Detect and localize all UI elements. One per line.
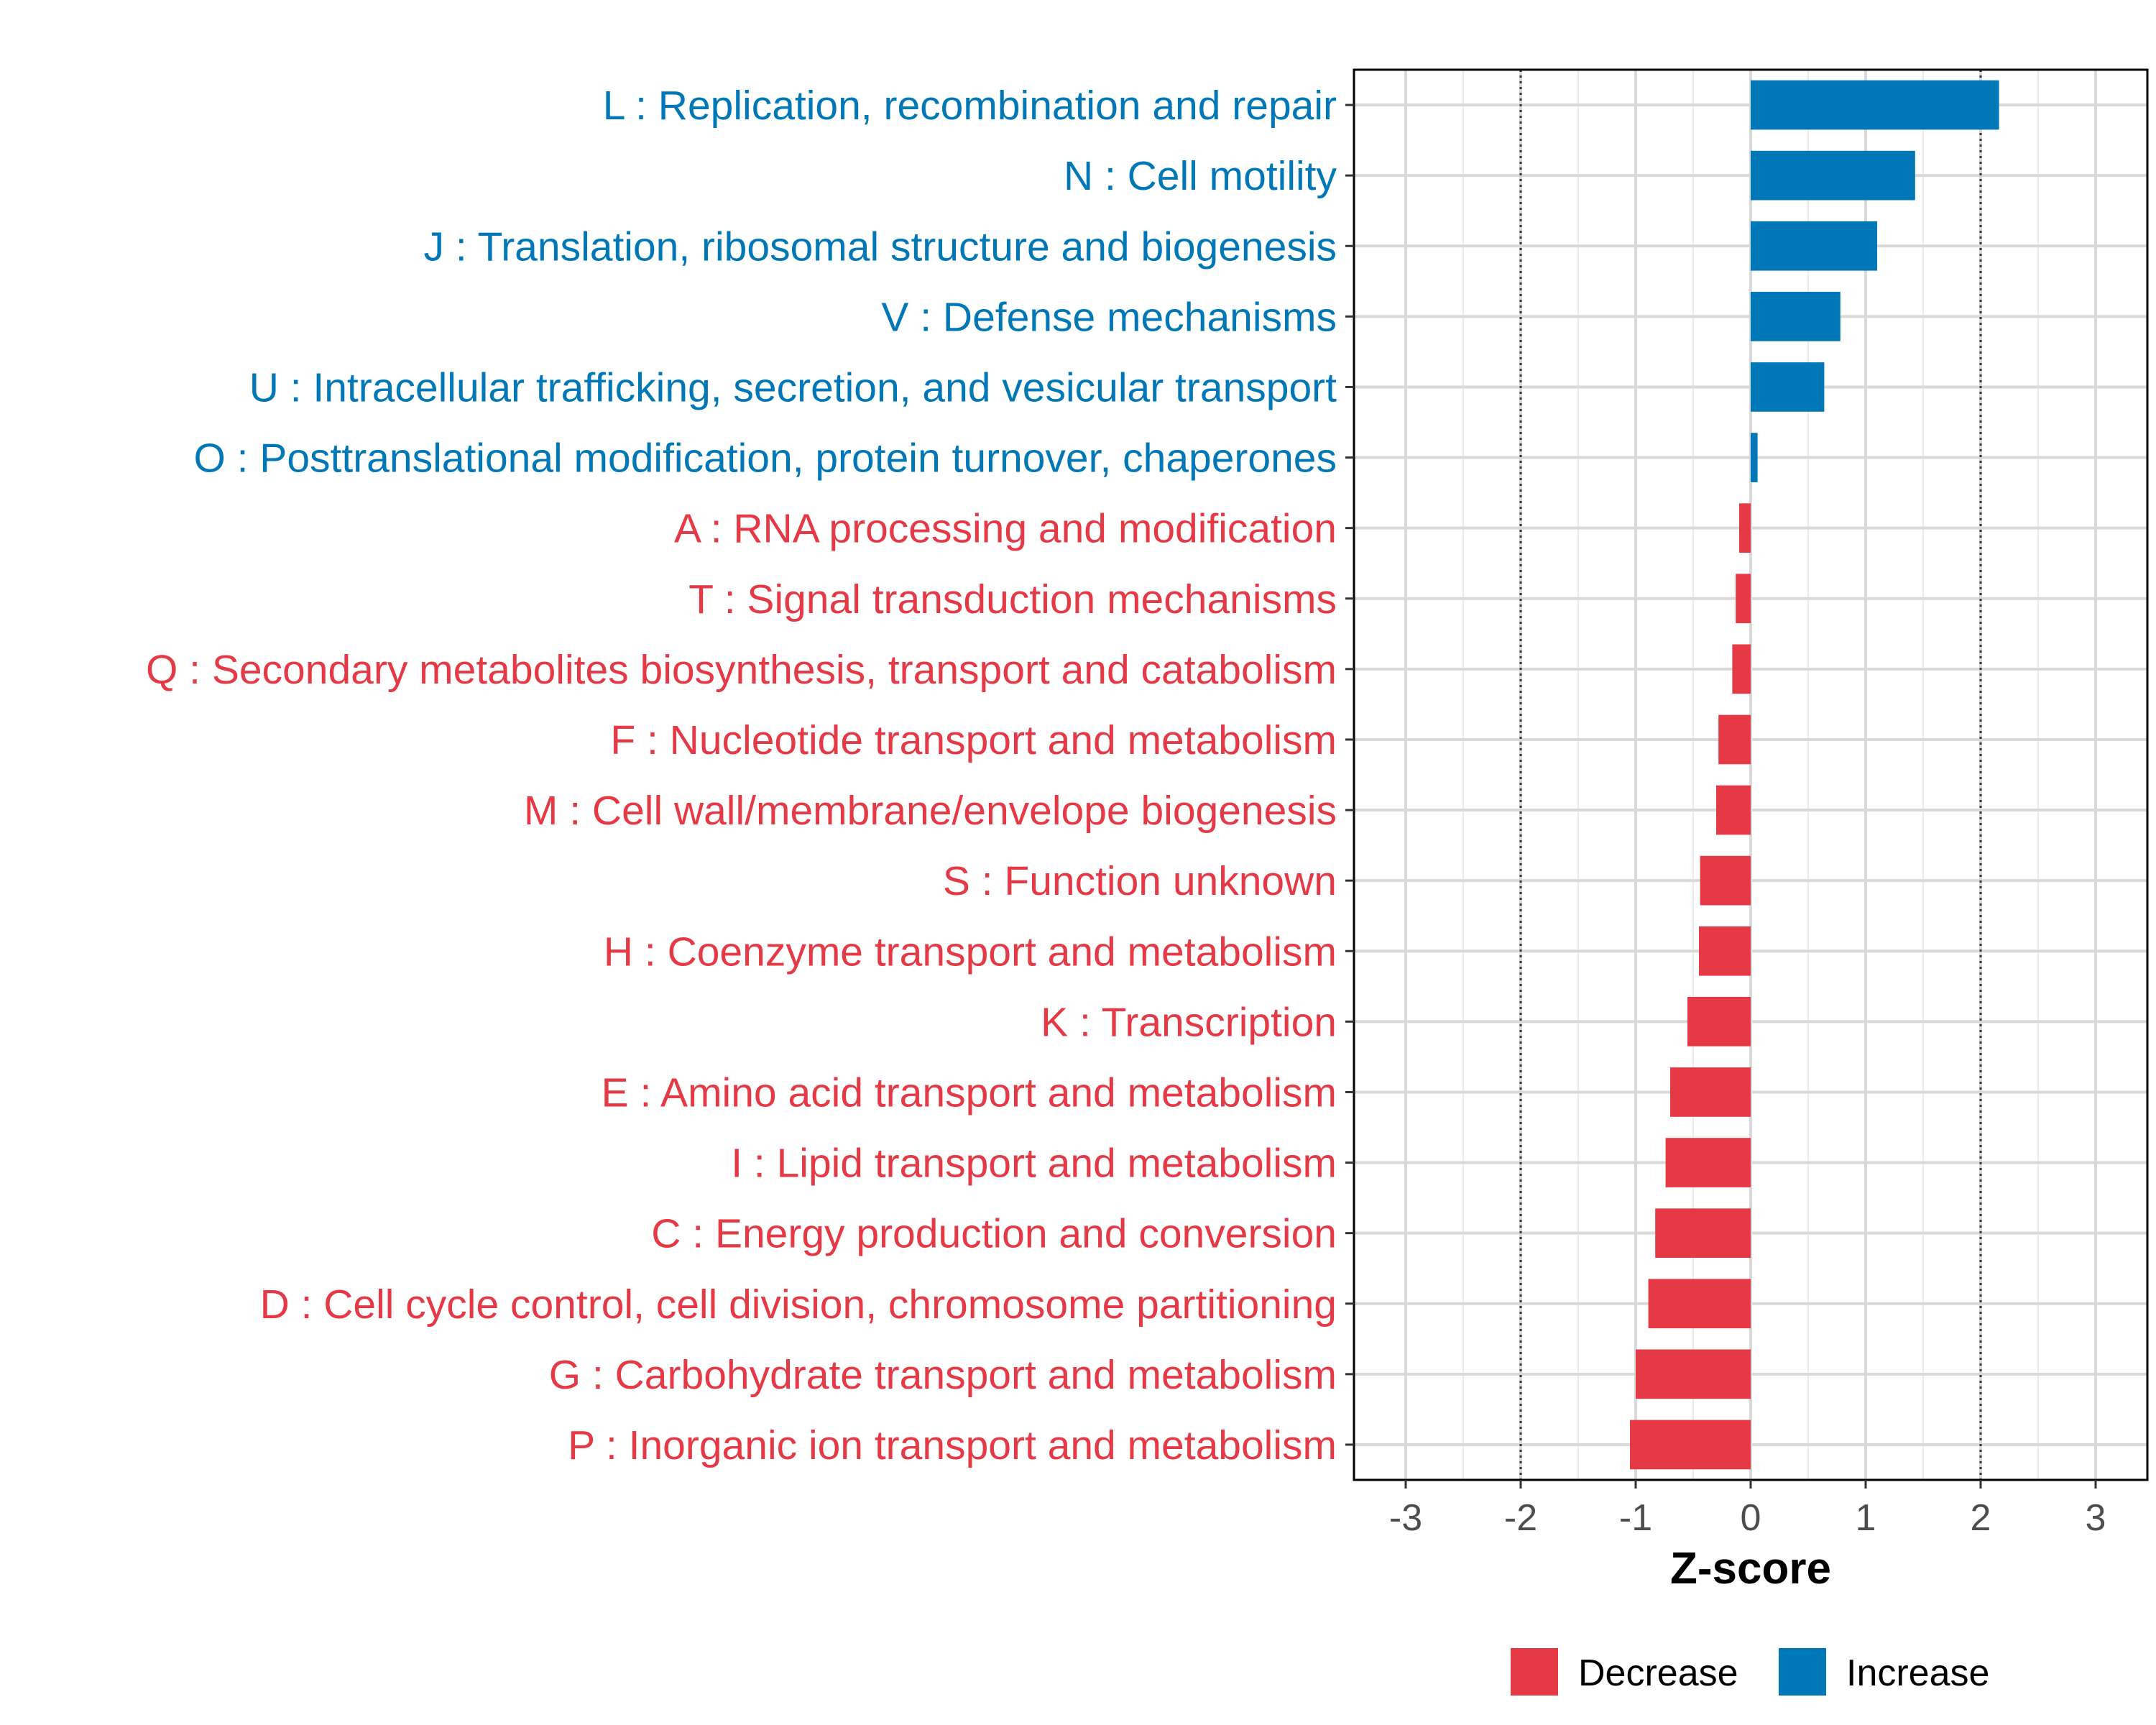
y-axis-label: P : Inorganic ion transport and metaboli… [568, 1422, 1337, 1468]
y-axis-labels: L : Replication, recombination and repai… [146, 83, 1337, 1468]
bar [1636, 1349, 1751, 1399]
y-axis-label: G : Carbohydrate transport and metabolis… [549, 1352, 1337, 1398]
bars [1630, 80, 1999, 1470]
y-axis-label: M : Cell wall/membrane/envelope biogenes… [524, 788, 1337, 834]
y-axis-label: O : Posttranslational modification, prot… [193, 436, 1337, 482]
y-axis-label: F : Nucleotide transport and metabolism [610, 717, 1337, 763]
bar [1665, 1138, 1751, 1187]
bar [1655, 1208, 1751, 1258]
bar [1718, 714, 1751, 765]
bar [1700, 855, 1751, 906]
x-axis-title: Z-score [1670, 1544, 1831, 1593]
y-axis-label: I : Lipid transport and metabolism [731, 1141, 1337, 1187]
y-axis-label: L : Replication, recombination and repai… [603, 83, 1337, 129]
bar [1751, 433, 1758, 482]
y-axis-label: A : RNA processing and modification [674, 506, 1337, 552]
y-axis-label: E : Amino acid transport and metabolism [602, 1070, 1337, 1116]
bar [1648, 1279, 1751, 1329]
y-axis-label: H : Coenzyme transport and metabolism [604, 929, 1337, 975]
bar [1751, 362, 1825, 412]
x-tick-label: 3 [2086, 1497, 2106, 1539]
bar [1751, 80, 1999, 130]
x-tick-label: -2 [1504, 1497, 1537, 1539]
bar [1716, 785, 1751, 835]
y-axis-label: V : Defense mechanisms [881, 294, 1337, 340]
y-axis-label: C : Energy production and conversion [651, 1211, 1337, 1257]
x-tick-label: -3 [1389, 1497, 1422, 1539]
bar [1736, 574, 1751, 624]
legend-swatch-increase [1779, 1648, 1826, 1696]
bar [1630, 1420, 1751, 1470]
x-tick-label: 0 [1741, 1497, 1761, 1539]
y-axis-label: J : Translation, ribosomal structure and… [424, 224, 1337, 270]
bar [1699, 926, 1751, 976]
x-tick-label: -1 [1619, 1497, 1652, 1539]
x-tick-label: 2 [1971, 1497, 1991, 1539]
legend-swatch-decrease [1511, 1648, 1558, 1696]
legend-label-increase: Increase [1846, 1652, 1989, 1694]
legend: Decrease Increase [1511, 1648, 1989, 1696]
x-axis-ticks [1404, 1480, 2097, 1489]
legend-label-decrease: Decrease [1578, 1652, 1738, 1694]
y-axis-label: K : Transcription [1041, 999, 1337, 1045]
bar [1670, 1067, 1751, 1117]
bar [1739, 503, 1751, 553]
y-axis-label: N : Cell motility [1064, 153, 1337, 199]
x-tick-label: 1 [1856, 1497, 1876, 1539]
bar [1732, 644, 1751, 694]
bar [1751, 221, 1877, 271]
x-axis-labels: -3 -2 -1 0 1 2 3 [1389, 1497, 2106, 1539]
bar [1687, 997, 1751, 1046]
y-axis-label: Q : Secondary metabolites biosynthesis, … [146, 647, 1337, 693]
y-axis-label: S : Function unknown [943, 858, 1337, 904]
bar [1751, 292, 1841, 341]
bar [1751, 150, 1915, 201]
y-axis-label: T : Signal transduction mechanisms [688, 576, 1337, 622]
y-axis-ticks [1345, 104, 1354, 1446]
y-axis-label: U : Intracellular trafficking, secretion… [249, 364, 1337, 410]
y-axis-label: D : Cell cycle control, cell division, c… [260, 1282, 1337, 1328]
